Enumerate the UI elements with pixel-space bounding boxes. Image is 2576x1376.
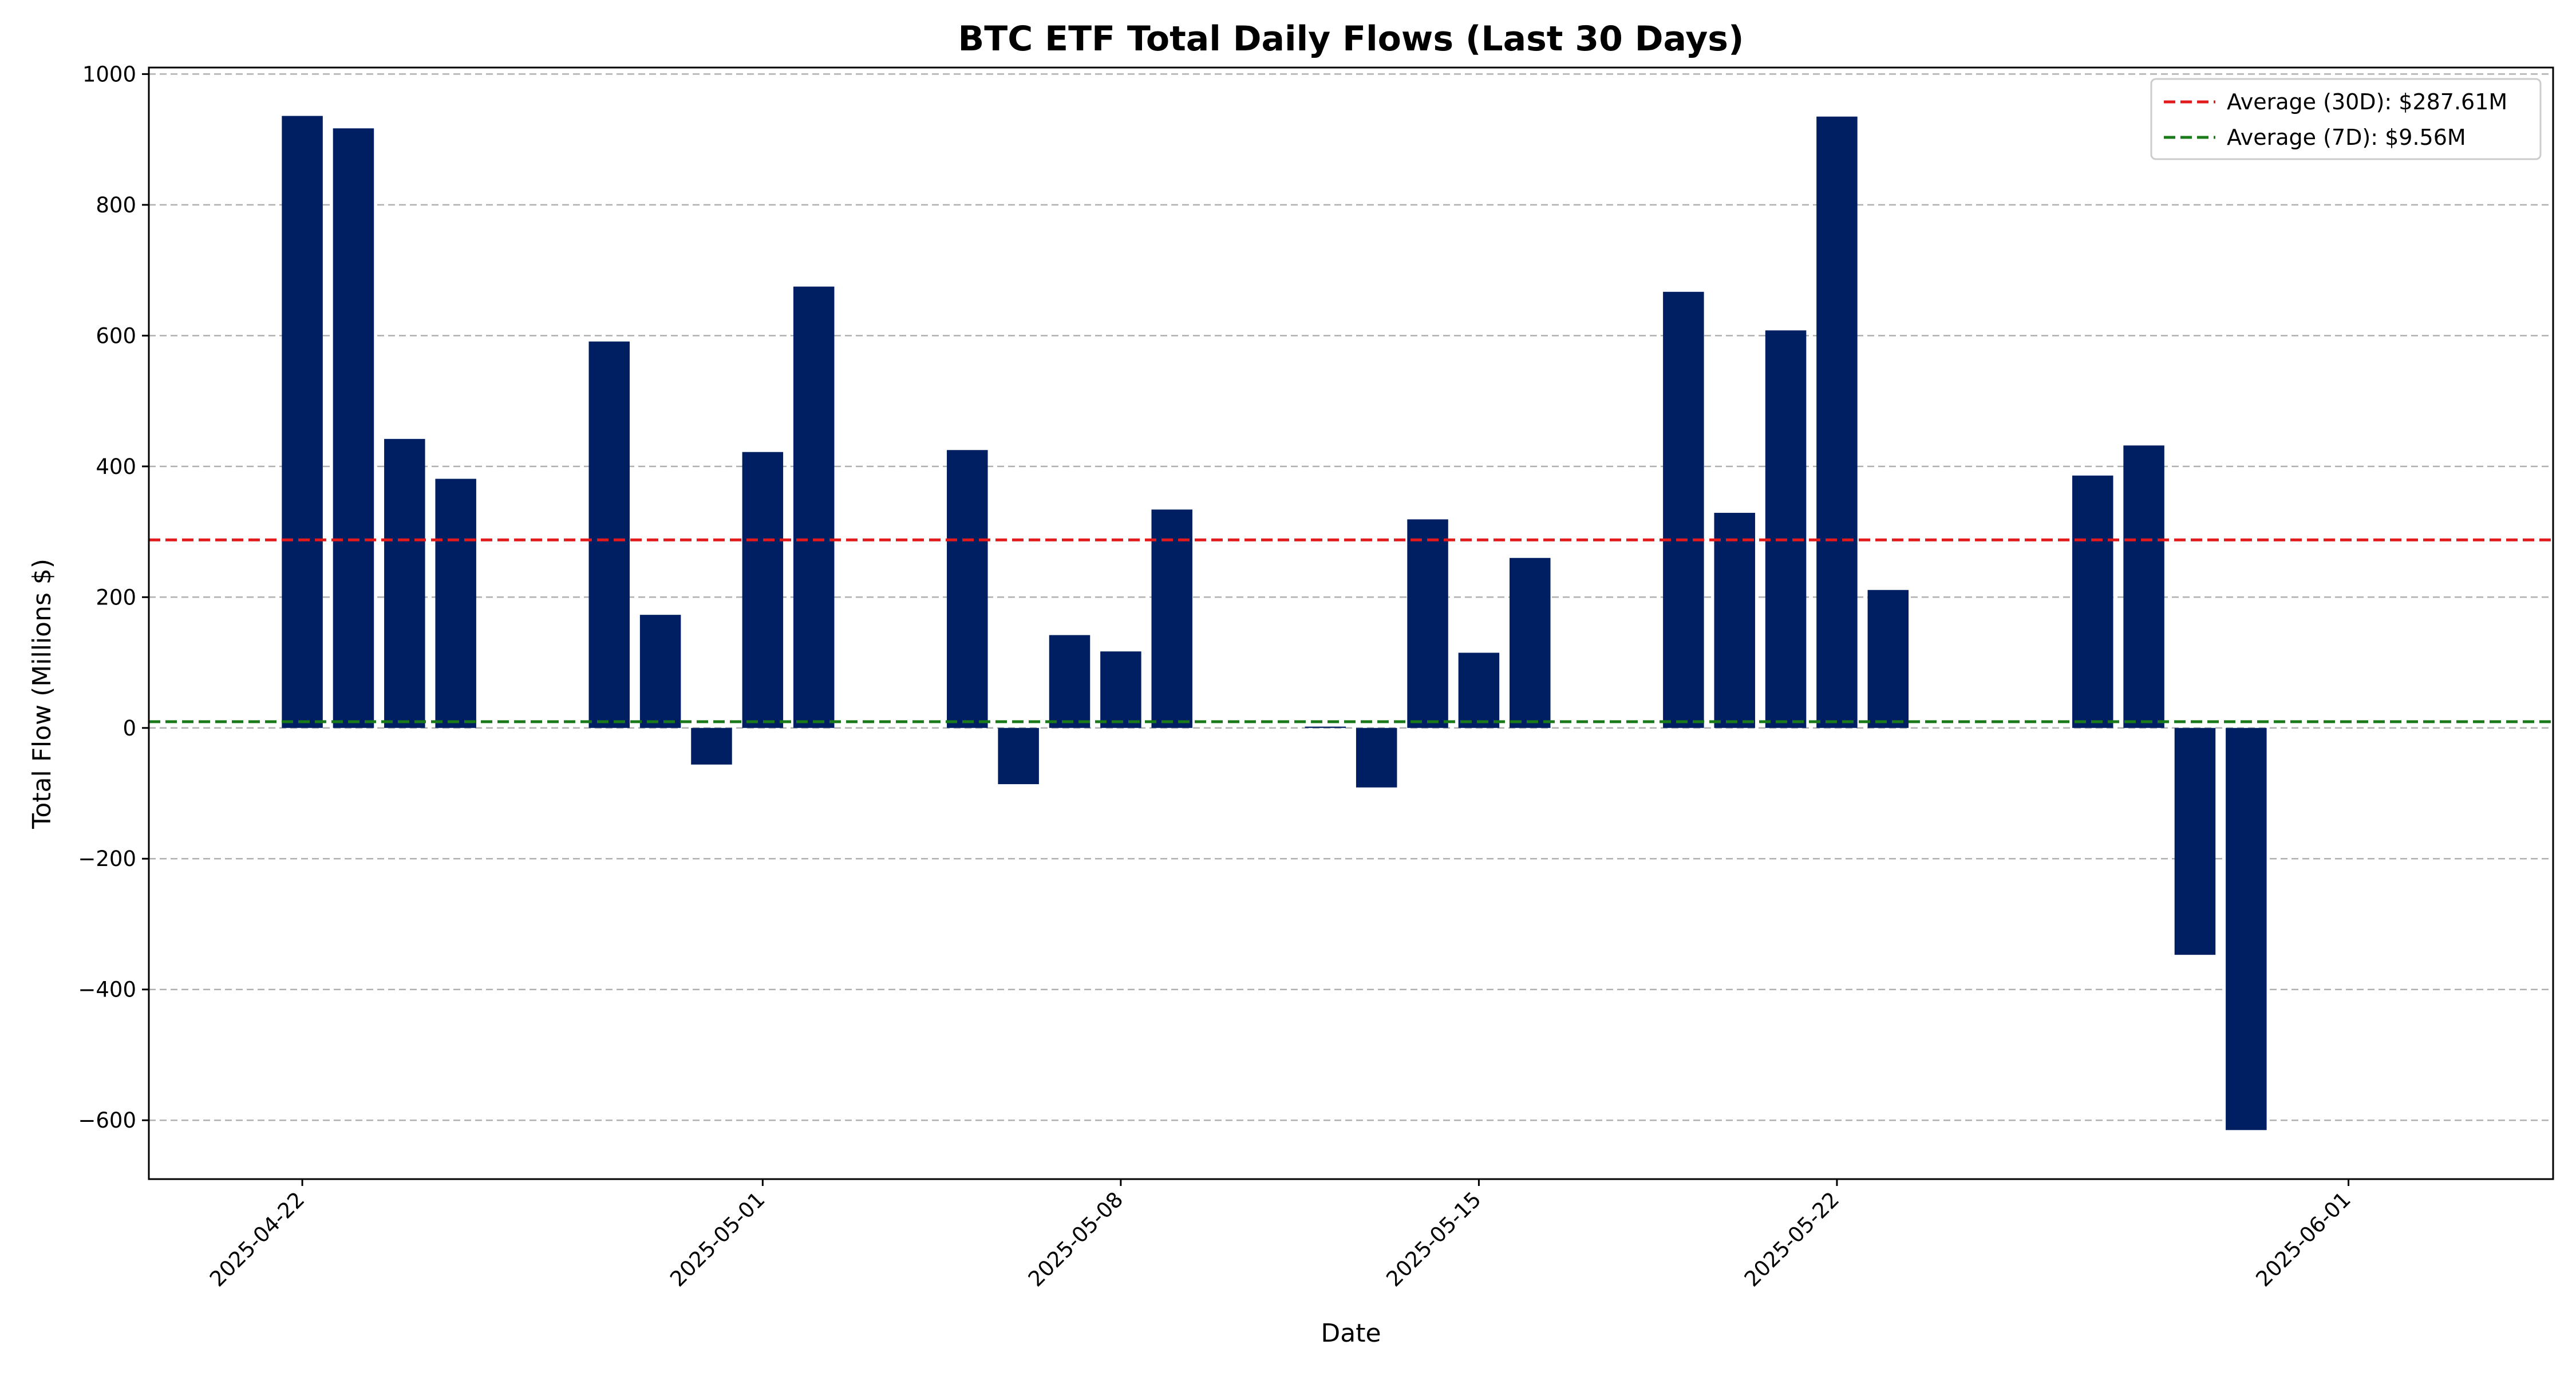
grid-lines	[149, 73, 2553, 1121]
bar	[1663, 291, 1704, 728]
bar	[588, 341, 630, 728]
legend-label-30d: Average (30D): $287.61M	[2227, 89, 2507, 114]
bar	[2072, 475, 2113, 728]
y-tick-label: 1000	[82, 62, 136, 86]
y-tick-label: −600	[78, 1108, 136, 1133]
bar	[1356, 727, 1397, 788]
bar	[2174, 727, 2216, 955]
x-axis-label: Date	[1321, 1319, 1381, 1348]
bar	[1765, 330, 1807, 728]
bar	[282, 116, 323, 728]
legend-label-7d: Average (7D): $9.56M	[2227, 125, 2466, 150]
y-tick-label: 0	[123, 716, 136, 741]
bar	[1305, 726, 1346, 728]
bar	[2123, 445, 2164, 728]
x-tick-label: 2025-05-01	[665, 1187, 769, 1291]
y-tick-label: −400	[78, 978, 136, 1002]
y-tick-label: −200	[78, 847, 136, 871]
x-tick-label: 2025-05-22	[1740, 1187, 1844, 1291]
y-tick-label: 200	[96, 585, 136, 610]
y-axis-ticks: −600 −400 −200 0 200 400 600 800 1000	[78, 62, 149, 1133]
bar	[1867, 590, 1909, 728]
bar	[1816, 116, 1858, 728]
bar	[1049, 635, 1091, 728]
bar	[2226, 727, 2267, 1130]
y-axis-label: Total Flow (Millions $)	[27, 559, 57, 829]
bar	[435, 479, 476, 728]
bar	[1458, 653, 1500, 728]
bar	[333, 128, 374, 728]
x-axis-ticks: 2025-04-22 2025-05-01 2025-05-08 2025-05-15…	[205, 1179, 2356, 1291]
legend: Average (30D): $287.61M Average (7D): $9…	[2150, 78, 2542, 160]
y-tick-label: 400	[96, 454, 136, 479]
bar	[639, 615, 681, 728]
bar	[1407, 519, 1448, 728]
y-tick-label: 800	[96, 193, 136, 218]
x-tick-label: 2025-06-01	[2251, 1187, 2355, 1291]
x-tick-label: 2025-04-22	[205, 1187, 309, 1291]
chart-title: BTC ETF Total Daily Flows (Last 30 Days)	[958, 19, 1744, 59]
bar	[384, 438, 425, 728]
plot-area-frame	[148, 66, 2554, 1180]
bars	[282, 116, 2267, 1130]
bar	[1714, 512, 1755, 728]
x-tick-label: 2025-05-15	[1381, 1187, 1485, 1291]
reference-lines	[149, 538, 2553, 723]
bar	[1151, 509, 1192, 728]
y-tick-label: 600	[96, 323, 136, 348]
x-tick-label: 2025-05-08	[1024, 1187, 1128, 1291]
bar	[998, 727, 1039, 785]
legend-box	[2150, 78, 2542, 160]
bar	[742, 452, 784, 728]
bar	[793, 286, 835, 728]
bar	[691, 727, 732, 765]
bar	[947, 450, 988, 728]
bar	[1510, 557, 1551, 728]
bar	[1100, 651, 1141, 728]
